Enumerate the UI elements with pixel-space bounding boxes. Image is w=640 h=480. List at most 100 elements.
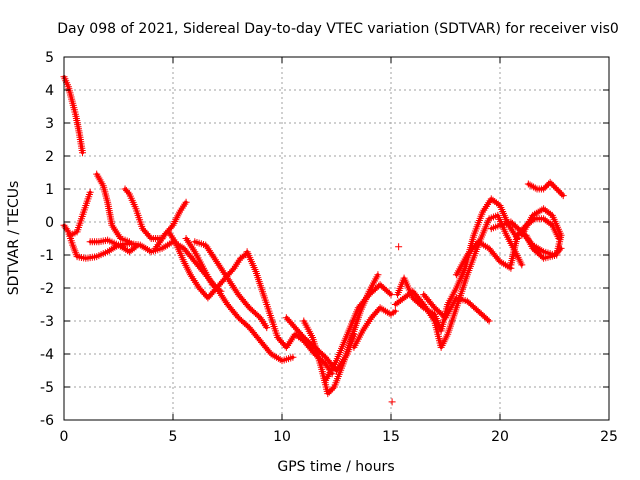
data-point	[143, 230, 151, 238]
data-point	[141, 228, 149, 236]
data-point	[274, 334, 282, 341]
data-point	[382, 307, 390, 315]
series-arc-23	[524, 178, 567, 200]
data-point	[267, 350, 275, 358]
data-point	[219, 293, 227, 301]
y-tick-label: 0	[45, 215, 54, 231]
data-point	[543, 182, 551, 190]
data-point	[320, 352, 328, 360]
data-point	[217, 279, 225, 287]
data-point	[295, 329, 303, 337]
data-point	[122, 187, 130, 195]
data-point	[364, 292, 372, 300]
series-arc-5	[93, 170, 133, 246]
data-point	[215, 286, 223, 294]
data-point	[104, 248, 112, 256]
data-point	[226, 269, 234, 277]
data-point	[374, 271, 382, 279]
data-point	[219, 267, 227, 275]
series-arc-14	[322, 281, 395, 384]
data-point	[496, 258, 504, 266]
series-line-arc-13	[302, 273, 380, 396]
data-point	[285, 317, 293, 325]
data-point	[370, 310, 378, 318]
data-point	[484, 316, 492, 324]
data-point	[375, 305, 383, 313]
data-point	[124, 188, 132, 196]
y-tick-label: 5	[45, 50, 54, 66]
data-point	[164, 241, 172, 249]
data-point	[182, 198, 190, 206]
y-tick-label: -1	[40, 248, 54, 264]
data-point	[549, 182, 557, 190]
data-point	[538, 247, 546, 255]
data-point	[480, 241, 488, 249]
data-point	[63, 226, 71, 234]
data-point	[369, 312, 377, 320]
x-tick-label: 15	[382, 429, 400, 445]
series-arc-1	[60, 73, 87, 157]
data-point	[293, 325, 301, 333]
x-tick-label: 20	[491, 429, 509, 445]
data-point	[208, 289, 216, 297]
y-tick-label: 2	[45, 149, 54, 165]
chart-title: Day 098 of 2021, Sidereal Day-to-day VTE…	[57, 21, 619, 37]
data-point	[230, 283, 238, 291]
data-point	[426, 310, 434, 318]
y-tick-label: -3	[40, 314, 54, 330]
data-point	[376, 304, 384, 312]
y-tick-label: -4	[40, 347, 54, 363]
data-point	[144, 246, 152, 253]
data-point	[548, 180, 556, 188]
y-tick-label: -2	[40, 281, 54, 297]
axis-ticks: 0 5 10 15 20 25 -6 -5 -4 -3 -2 -1 0 1 2 3 4 5	[40, 50, 618, 445]
y-tick-label: -6	[40, 413, 54, 429]
outlier-point	[388, 398, 396, 406]
series-arc-7	[152, 198, 190, 252]
data-point	[138, 242, 146, 250]
data-point	[136, 241, 144, 249]
data-point	[553, 185, 561, 193]
series-arc-18	[420, 291, 493, 325]
data-point	[208, 250, 216, 258]
data-point	[168, 223, 176, 231]
data-point	[160, 243, 168, 251]
data-point	[217, 287, 225, 295]
data-point	[158, 244, 166, 252]
series-line-arc-5	[95, 172, 131, 244]
data-point	[79, 149, 87, 157]
data-point	[380, 306, 388, 314]
data-point	[378, 305, 386, 313]
data-point	[288, 320, 296, 328]
x-tick-label: 10	[273, 429, 291, 445]
series-arc-4	[86, 236, 140, 256]
data-point	[559, 192, 567, 200]
series-arc-22	[518, 205, 565, 262]
data-point	[473, 239, 481, 247]
data-point	[138, 225, 146, 233]
data-point	[140, 243, 148, 251]
y-tick-label: 3	[45, 116, 54, 132]
data-point	[282, 314, 290, 322]
data-point	[160, 231, 168, 239]
data-point	[165, 240, 173, 248]
data-point	[536, 207, 544, 215]
data-point	[529, 211, 537, 219]
data-point	[197, 286, 205, 294]
data-point	[291, 324, 299, 332]
y-tick-label: -5	[40, 380, 54, 396]
x-tick-label: 25	[600, 429, 618, 445]
data-point	[198, 287, 206, 295]
data-point	[298, 332, 306, 340]
data-point	[385, 289, 393, 297]
x-axis-title: GPS time / hours	[277, 459, 394, 475]
data-point	[290, 322, 298, 330]
series-arc-9	[182, 235, 225, 295]
data-point	[546, 178, 554, 186]
data-point	[263, 324, 271, 332]
data-point	[118, 243, 126, 251]
data-point	[278, 338, 286, 346]
series-arc-13	[300, 271, 382, 398]
data-point	[534, 208, 542, 216]
